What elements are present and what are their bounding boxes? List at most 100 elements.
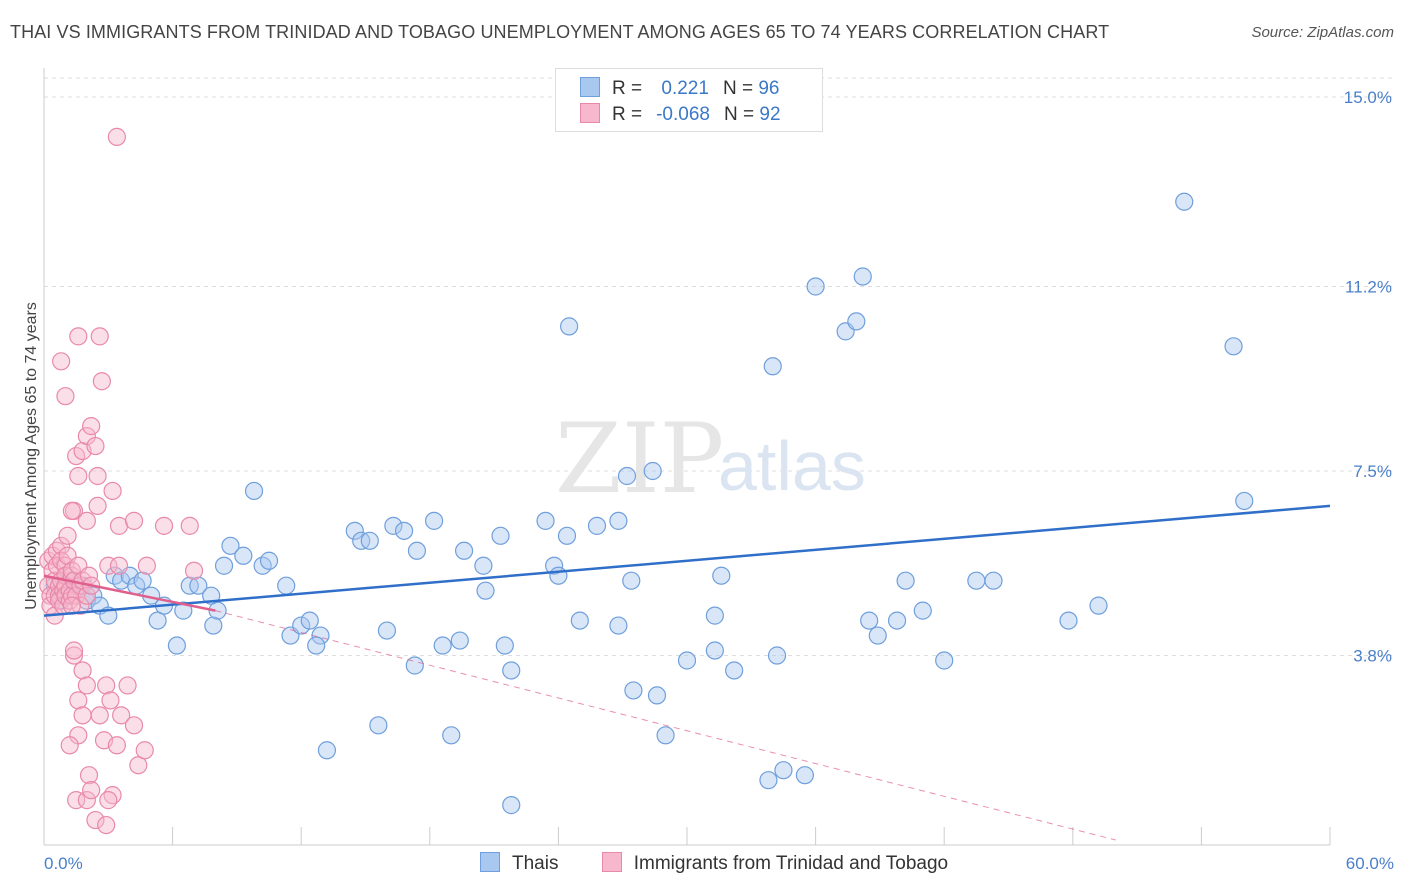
thais-point <box>450 631 469 650</box>
legend-n-label: N = <box>722 78 754 99</box>
thais-point <box>1224 337 1243 356</box>
thais-point <box>307 636 326 655</box>
legend-r-label: R = <box>612 104 643 125</box>
tt-point <box>67 586 86 605</box>
thais-point <box>491 526 510 545</box>
legend-r-value: -0.068 <box>656 104 710 125</box>
thais-point <box>1235 491 1254 511</box>
tt-point <box>137 556 156 575</box>
thais-point <box>174 601 193 620</box>
thais-point <box>345 521 364 540</box>
tt-point <box>107 127 126 146</box>
thais-point <box>913 601 932 620</box>
tt-point <box>77 676 96 695</box>
tt-point <box>180 516 199 535</box>
thais-point <box>476 581 495 600</box>
tt-point <box>90 327 109 346</box>
thais-point <box>292 616 311 635</box>
tick-labels: 3.8% 7.5% 11.2% 15.0% 0.0% 60.0% <box>44 88 1394 873</box>
thais-point <box>609 616 628 635</box>
legend: R = 0.221 N = 96 R = -0.068 N = 92 <box>555 68 823 132</box>
thais-point <box>847 312 866 331</box>
tt-point <box>79 766 99 785</box>
thais-point <box>587 516 607 535</box>
tt-point <box>118 676 137 695</box>
tt-point <box>88 496 107 516</box>
x-tick-label-min: 0.0% <box>44 854 83 873</box>
thais-point <box>474 556 493 575</box>
tt-point <box>97 676 116 695</box>
tt-point <box>58 526 77 545</box>
tt-point <box>99 791 118 810</box>
legend-r-value: 0.221 <box>656 78 709 99</box>
bottom-legend-thais[interactable]: Thais <box>480 852 558 875</box>
tt-point <box>77 511 96 530</box>
legend-n-value: 96 <box>758 78 780 99</box>
thais-point <box>394 521 414 540</box>
chart-title: THAI VS IMMIGRANTS FROM TRINIDAD AND TOB… <box>10 22 1110 42</box>
y-tick-label: 11.2% <box>1345 277 1392 296</box>
thais-point <box>1175 192 1194 211</box>
tt-point <box>184 561 204 580</box>
bottom-legend-swatch-tt <box>601 852 622 872</box>
thais-point <box>360 531 379 550</box>
thais-point <box>502 796 521 815</box>
thais-point <box>622 571 641 590</box>
thais-point <box>705 641 724 660</box>
thais-point <box>656 726 675 745</box>
tt-point <box>82 417 101 436</box>
thais-point <box>763 357 782 376</box>
thais-point <box>677 651 697 670</box>
tt-point <box>124 511 144 530</box>
thais-point <box>495 636 514 655</box>
legend-r-label: R = <box>612 78 643 99</box>
axes <box>43 68 1331 846</box>
bottom-legend-swatch-thais <box>480 852 500 872</box>
tt-point <box>52 352 71 371</box>
thais-point <box>549 566 568 585</box>
tt-point <box>99 556 118 575</box>
tt-point <box>67 791 86 810</box>
thais-point <box>868 626 887 645</box>
tt-point <box>82 781 101 800</box>
thais-point <box>405 656 424 675</box>
y-tick-label: 7.5% <box>1353 462 1392 481</box>
bottom-legend-tt[interactable]: Immigrants from Trinidad and Tobago <box>601 852 949 875</box>
tt-point <box>56 387 75 406</box>
thais-point <box>189 576 208 595</box>
tt-point <box>86 810 105 830</box>
thais-point <box>433 636 452 655</box>
tt-point <box>92 372 111 391</box>
thais-point <box>624 681 643 700</box>
tt-point <box>135 741 154 760</box>
tt-point <box>129 756 148 775</box>
watermark-atlas: atlas <box>718 427 866 505</box>
tt-point <box>73 706 92 725</box>
tt-trend-extension <box>215 610 1116 841</box>
thais-point <box>377 621 397 640</box>
thais-point <box>725 661 744 680</box>
tt-point <box>124 716 144 735</box>
thais-point <box>767 646 787 665</box>
tt-point <box>86 436 105 456</box>
thais-point <box>712 566 731 585</box>
thais-point <box>148 611 167 630</box>
thais-point <box>502 661 521 680</box>
y-tick-label: 15.0% <box>1344 88 1392 107</box>
thais-point <box>317 741 337 760</box>
tt-trend-line <box>43 574 216 612</box>
tt-point <box>90 706 109 725</box>
thais-point <box>167 636 186 655</box>
tt-points <box>39 127 204 835</box>
thais-point <box>759 771 778 790</box>
tt-point <box>60 736 79 755</box>
bottom-legend-tt-label: Immigrants from Trinidad and Tobago <box>633 853 949 874</box>
tt-point <box>109 556 129 575</box>
thais-point <box>560 317 579 336</box>
thais-point <box>853 267 872 286</box>
legend-swatch-thais <box>580 77 600 97</box>
tt-point <box>154 516 174 535</box>
tt-point <box>69 466 88 486</box>
tt-point <box>97 815 116 835</box>
